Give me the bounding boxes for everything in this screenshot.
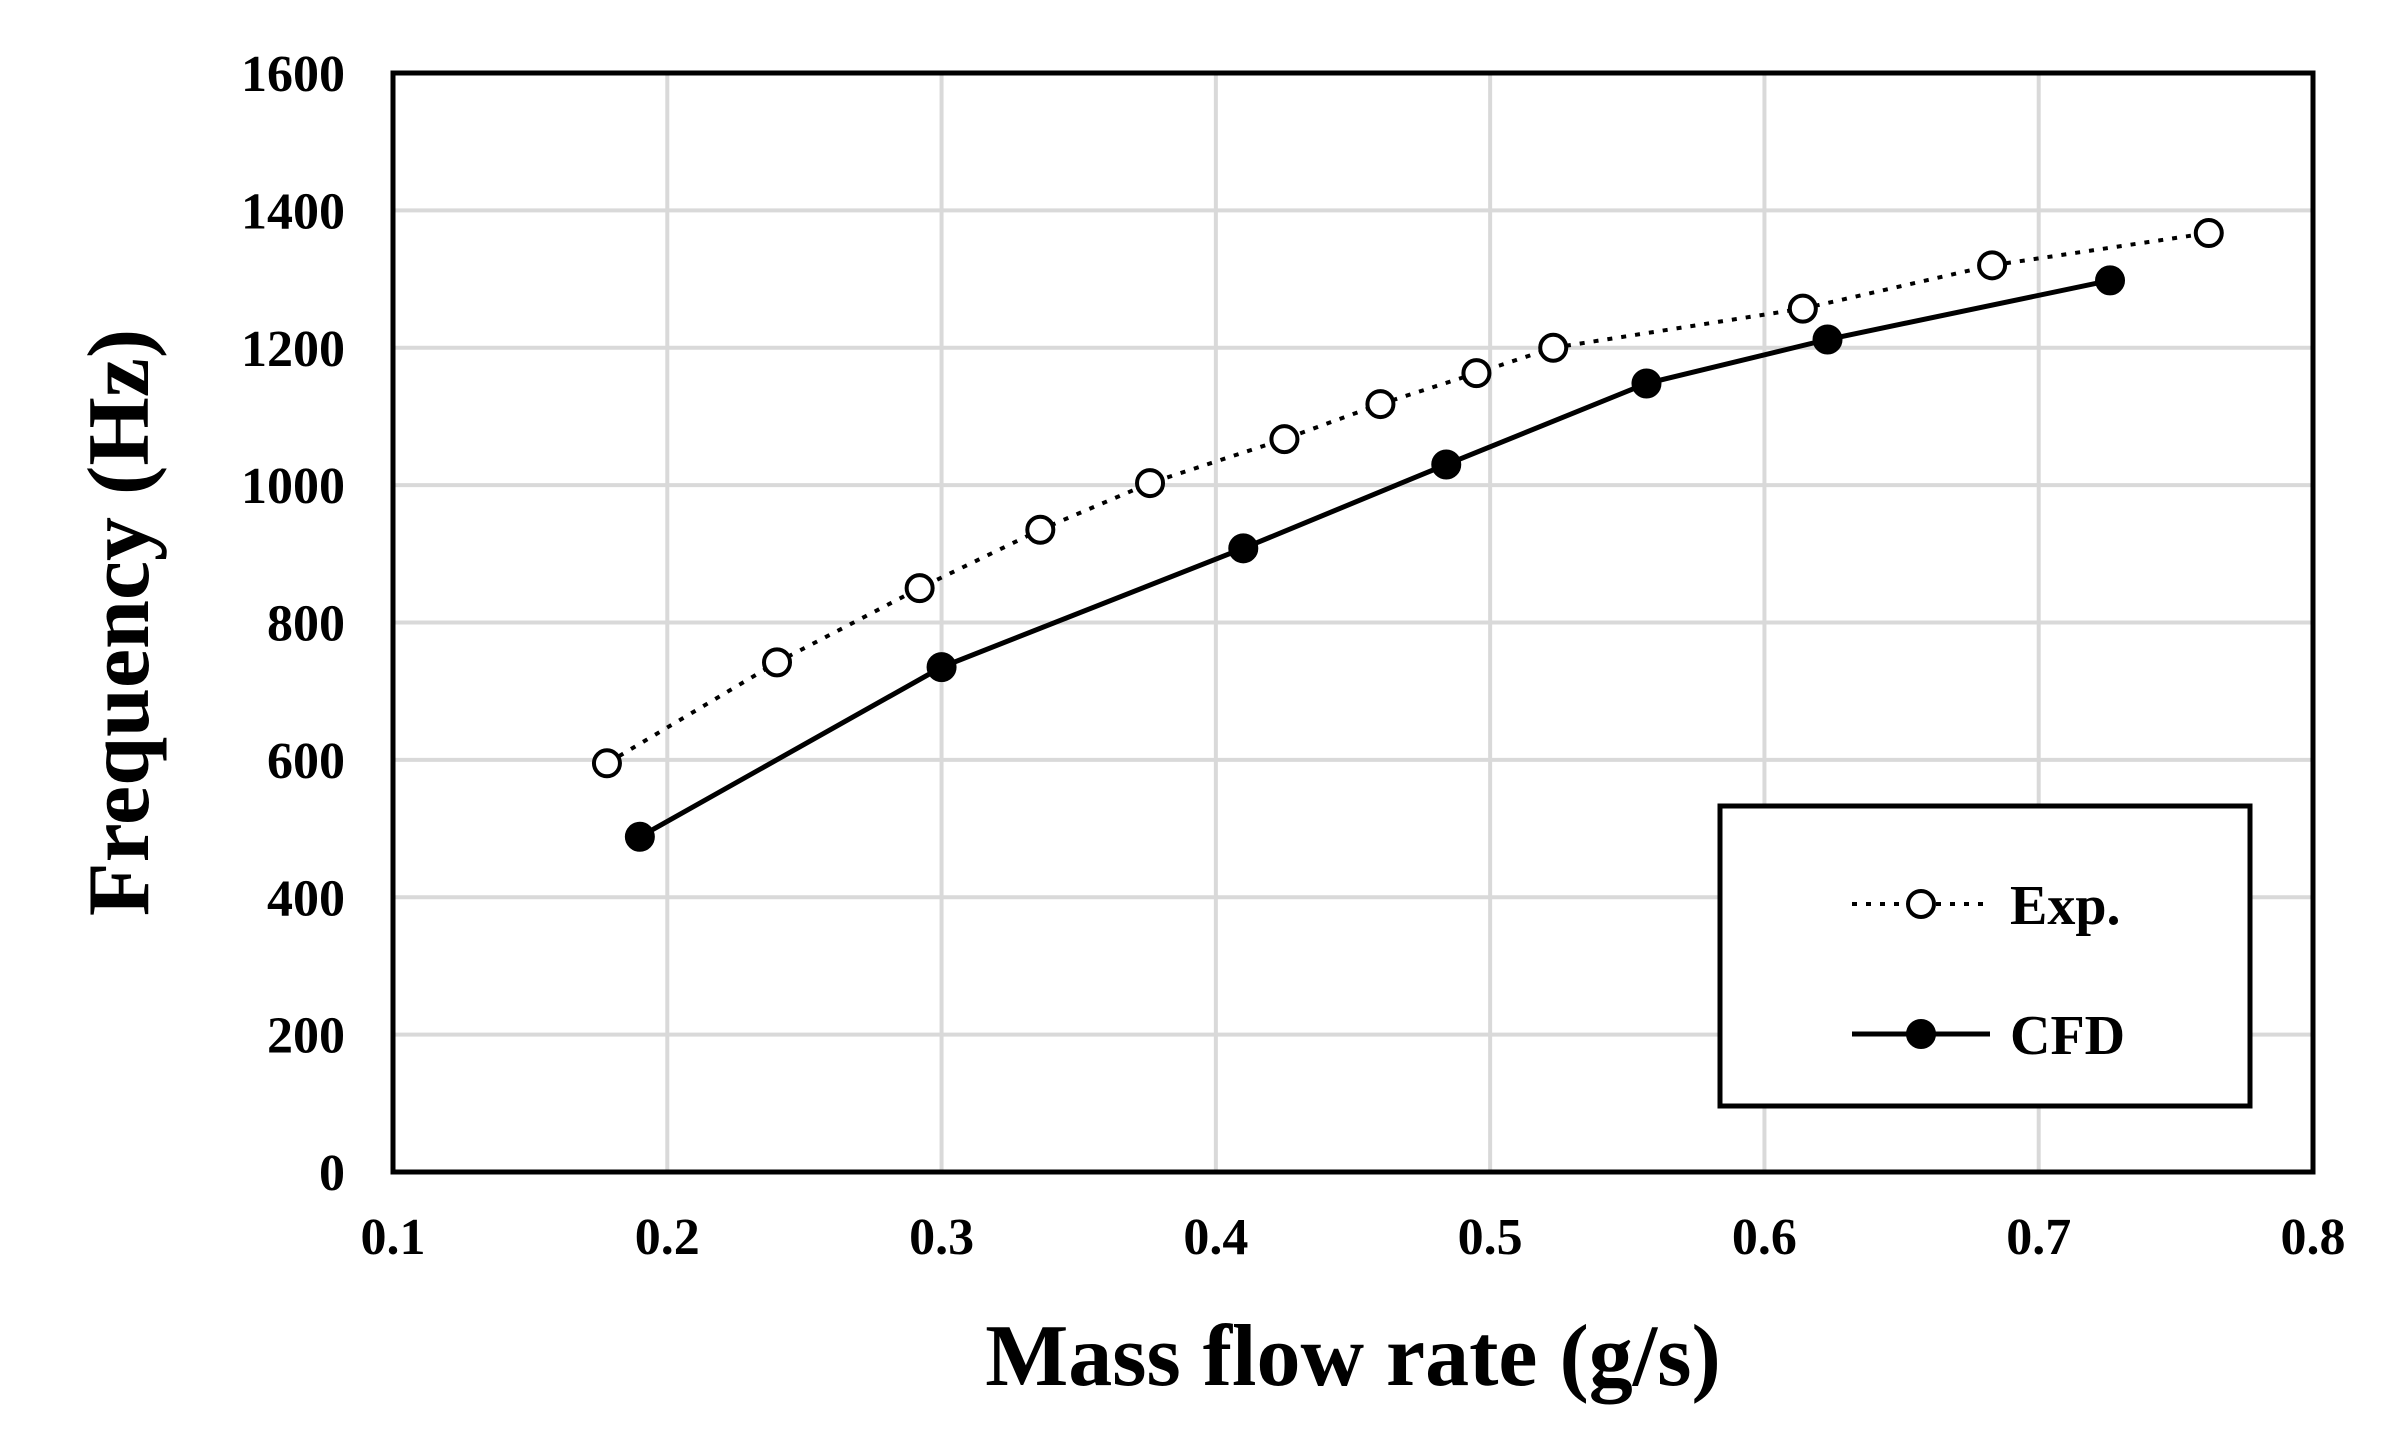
x-tick-label: 0.8 [2281,1209,2346,1266]
y-tick-label: 1400 [241,183,345,240]
plot-area-frame [390,70,2316,1175]
data-point-exp [1135,468,1166,499]
x-tick-label: 0.1 [361,1209,426,1266]
data-point-cfd [1228,533,1259,564]
data-point-cfd [624,821,655,852]
y-tick-label: 200 [267,1008,345,1065]
x-tick-label: 0.7 [2006,1209,2071,1266]
x-tick-label: 0.4 [1183,1209,1248,1266]
data-point-exp [1025,514,1056,545]
data-point-exp [1538,332,1569,363]
data-point-exp [1461,358,1492,389]
legend-marker-exp [1906,889,1936,919]
data-point-exp [1269,424,1300,455]
data-point-exp [904,573,935,604]
series-layer [591,218,2224,852]
y-axis-title: Frequency (Hz) [71,329,168,916]
legend-marker-cfd [1906,1019,1936,1049]
data-point-cfd [2095,265,2126,296]
x-tick-label: 0.3 [909,1209,974,1266]
x-tick-label: 0.2 [635,1209,700,1266]
legend-label-exp: Exp. [2010,875,2121,937]
data-point-cfd [926,652,957,683]
data-point-cfd [1812,324,1843,355]
data-point-exp [1787,293,1818,324]
x-axis-ticks: 0.1 0.2 0.3 0.4 0.5 0.6 0.7 0.8 [361,1209,2346,1266]
y-tick-label: 400 [267,870,345,927]
legend-box [1717,803,2253,1109]
data-point-exp [1977,250,2008,281]
series-line-cfd [638,277,2111,839]
y-tick-label: 1600 [241,46,345,103]
data-point-exp [2193,218,2224,249]
x-tick-label: 0.5 [1458,1209,1523,1266]
legend: Exp. CFD [1717,803,2253,1109]
y-tick-label: 800 [267,596,345,653]
data-point-cfd [1431,449,1462,480]
data-point-exp [762,647,792,678]
y-tick-label: 0 [319,1145,345,1202]
x-tick-label: 0.6 [1732,1209,1797,1266]
y-tick-label: 600 [267,733,345,790]
y-tick-label: 1000 [241,458,345,515]
data-point-exp [1365,389,1396,420]
y-tick-label: 1200 [241,321,345,378]
legend-label-cfd: CFD [2010,1005,2125,1067]
y-axis-ticks: 0 200 400 600 800 1000 1200 1400 1600 [241,46,345,1202]
data-point-exp [591,748,622,779]
data-point-cfd [1631,368,1662,399]
x-axis-title: Mass flow rate (g/s) [985,1308,1721,1405]
